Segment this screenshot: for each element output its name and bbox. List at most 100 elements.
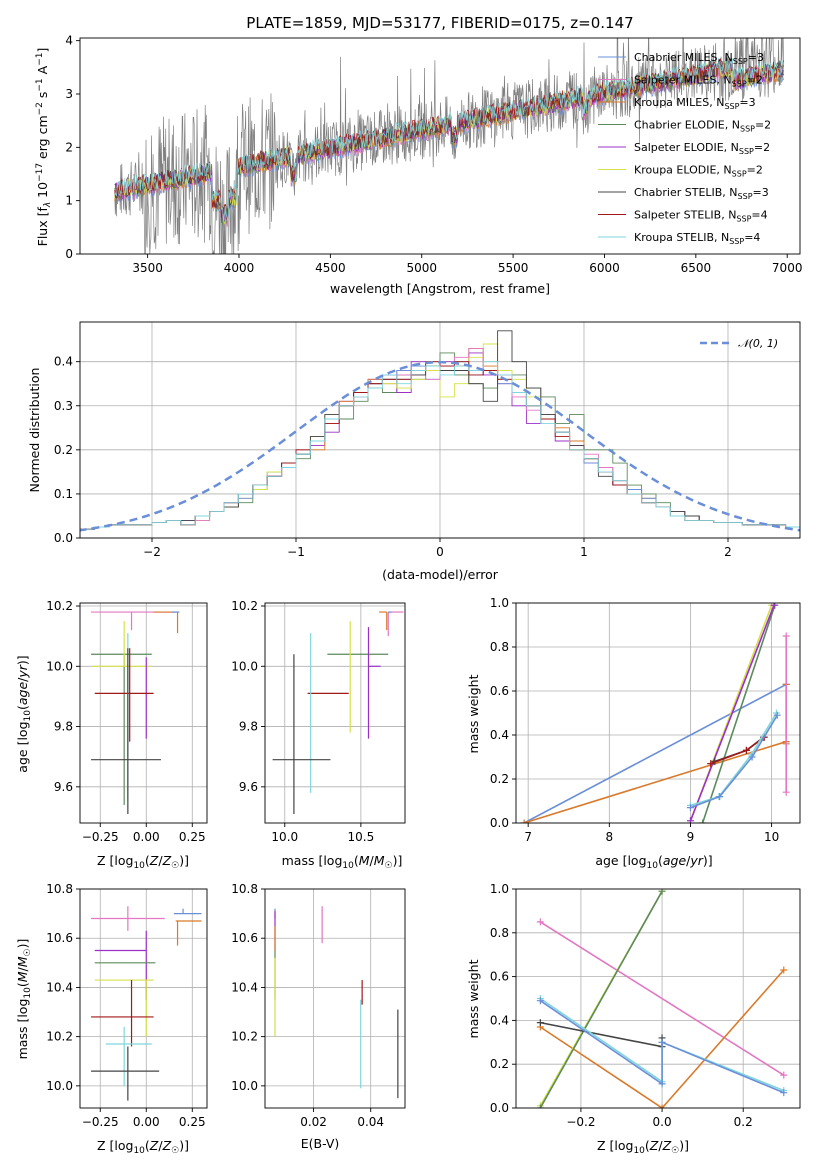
x-tick-label: −0.25 bbox=[82, 830, 119, 844]
weight-marker bbox=[520, 819, 528, 823]
x-tick-label: 8 bbox=[605, 830, 613, 844]
errorbar-point-9 bbox=[272, 654, 331, 814]
weight-marker bbox=[686, 817, 694, 823]
x-tick-label: 6500 bbox=[681, 261, 712, 275]
weight-line-1 bbox=[539, 921, 785, 1076]
errorbar-point-3 bbox=[175, 920, 202, 946]
massZ-xlabel: Z [log10(Z/Z☉)] bbox=[97, 1138, 189, 1156]
legend-label-7: Chabrier STELIB, NSSP=3 bbox=[634, 186, 769, 201]
x-tick-label: 0.25 bbox=[179, 1115, 206, 1129]
x-tick-label: 7 bbox=[524, 830, 532, 844]
weight-marker bbox=[658, 889, 666, 895]
plot-area bbox=[91, 906, 202, 1101]
errorbar-point-4 bbox=[91, 653, 152, 805]
age-vs-Z-panel: −0.25 0.00 0.25 9.6 9.8 10.0 10.2 bbox=[46, 599, 208, 844]
weight-marker bbox=[658, 1080, 666, 1088]
model-line-4 bbox=[114, 61, 784, 226]
x-tick-label: 10.5 bbox=[348, 830, 375, 844]
x-tick-label: 0.00 bbox=[133, 830, 160, 844]
x-tick-label: 0 bbox=[436, 545, 444, 559]
weight-marker bbox=[536, 997, 544, 1005]
model-line-9 bbox=[114, 57, 784, 221]
weight-line-7 bbox=[539, 1000, 785, 1094]
wZ-ylabel: mass weight bbox=[466, 959, 481, 1038]
axes-frame bbox=[264, 888, 406, 1109]
weight-line-6 bbox=[689, 604, 775, 822]
errorbar-point-2 bbox=[379, 611, 388, 631]
y-tick-label: 10.2 bbox=[46, 599, 73, 613]
x-tick-label: 6000 bbox=[589, 261, 620, 275]
y-tick-label: 10.8 bbox=[46, 882, 73, 896]
weight-vs-age-panel: 7 8 9 10 0.0 0.2 0.4 0.6 0.8 1.0 bbox=[490, 596, 801, 844]
ageM-xlabel: mass [log10(M/M☉)] bbox=[282, 853, 403, 871]
y-tick-label: 1 bbox=[65, 194, 73, 208]
ageZ-ylabel: age [log10(age/yr)] bbox=[15, 655, 33, 772]
residuals-legend: 𝒩(0, 1) bbox=[700, 337, 778, 350]
axes-frame bbox=[79, 602, 208, 824]
y-tick-label: 2 bbox=[65, 140, 73, 154]
x-tick-label: 5500 bbox=[498, 261, 529, 275]
axes-frame bbox=[79, 888, 208, 1109]
weight-marker bbox=[742, 746, 750, 754]
weight-line-5 bbox=[701, 604, 776, 823]
age-vs-mass-panel: 10.0 10.5 9.6 9.8 10.0 10.2 bbox=[231, 599, 406, 844]
y-tick-label: 10.0 bbox=[46, 1079, 73, 1093]
x-tick-label: −1 bbox=[287, 545, 305, 559]
x-tick-label: 0.02 bbox=[300, 1115, 327, 1129]
weight-line-9 bbox=[690, 712, 778, 807]
errorbar-point-9 bbox=[91, 1046, 160, 1101]
x-tick-label: 9 bbox=[687, 830, 695, 844]
x-tick-label: 7000 bbox=[772, 261, 803, 275]
y-tick-label: 0.2 bbox=[54, 443, 73, 457]
plot-area bbox=[520, 603, 790, 823]
y-tick-label: 10.4 bbox=[46, 980, 73, 994]
weight-line-2 bbox=[539, 969, 785, 1108]
errorbar-point-2 bbox=[91, 906, 165, 931]
axes-frame bbox=[264, 602, 406, 824]
y-tick-label: 10.2 bbox=[231, 1030, 258, 1044]
plot-area bbox=[536, 889, 788, 1108]
y-tick-label: 0.6 bbox=[490, 970, 509, 984]
plot-area bbox=[80, 330, 800, 532]
y-tick-label: 9.8 bbox=[239, 720, 258, 734]
legend-label-9: Kroupa STELIB, NSSP=4 bbox=[634, 231, 760, 246]
y-tick-label: 10.4 bbox=[231, 980, 258, 994]
mass-vs-Z-panel: −0.25 0.00 0.25 10.0 10.2 10.4 10.6 10.8 bbox=[46, 882, 208, 1129]
hist-series-9 bbox=[80, 361, 800, 530]
legend-label-4: Chabrier ELODIE, NSSP=2 bbox=[634, 119, 771, 134]
y-tick-label: 10.8 bbox=[231, 882, 258, 896]
weight-marker bbox=[686, 804, 694, 812]
residuals-xlabel: (data-model)/error bbox=[382, 567, 499, 582]
y-tick-label: 0.4 bbox=[490, 728, 509, 742]
axes-frame bbox=[515, 602, 801, 824]
legend-label-3: Kroupa MILES, NSSP=3 bbox=[634, 96, 756, 111]
wAge-xlabel: age [log10(age/yr)] bbox=[595, 853, 712, 871]
errorbar-point-1 bbox=[91, 611, 176, 631]
x-tick-label: 4000 bbox=[224, 261, 255, 275]
spectrum-ylabel: Flux [fλ 10−17 erg cm−2 s−1 A−1] bbox=[35, 48, 53, 247]
x-tick-label: 0.04 bbox=[357, 1115, 384, 1129]
y-tick-label: 0.8 bbox=[490, 926, 509, 940]
weight-marker bbox=[748, 753, 756, 761]
errorbar-point-5 bbox=[91, 621, 152, 667]
legend-label-5: Salpeter ELODIE, NSSP=2 bbox=[634, 141, 770, 156]
y-tick-label: 1.0 bbox=[490, 882, 509, 896]
y-tick-label: 4 bbox=[65, 34, 73, 48]
y-tick-label: 0.0 bbox=[490, 816, 509, 830]
weight-marker bbox=[699, 819, 707, 823]
weight-marker bbox=[773, 711, 781, 719]
x-tick-label: 3500 bbox=[132, 261, 163, 275]
y-tick-label: 10.2 bbox=[46, 1030, 73, 1044]
y-tick-label: 10.2 bbox=[231, 599, 258, 613]
legend-label-1: Chabrier MILES, NSSP=3 bbox=[634, 51, 764, 66]
errorbar-point-7 bbox=[94, 648, 154, 742]
residuals-panel: −2 −1 0 1 2 0.0 0.1 0.2 0.3 0.4 bbox=[54, 321, 801, 559]
weight-marker bbox=[658, 1038, 666, 1046]
weight-marker bbox=[536, 918, 544, 926]
errorbar-point-8 bbox=[105, 1026, 152, 1086]
legend-label-2: Salpeter MILES, NSSP=2 bbox=[634, 74, 763, 89]
weight-marker bbox=[780, 1089, 788, 1097]
y-tick-label: 1.0 bbox=[490, 596, 509, 610]
legend-label-8: Salpeter STELIB, NSSP=4 bbox=[634, 209, 768, 224]
